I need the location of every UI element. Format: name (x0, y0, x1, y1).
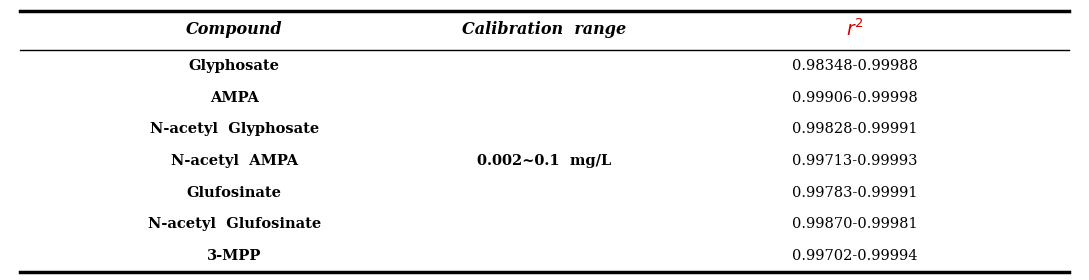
Text: N-acetyl  Glyphosate: N-acetyl Glyphosate (149, 122, 319, 136)
Text: 0.99828-0.99991: 0.99828-0.99991 (792, 122, 918, 136)
Text: AMPA: AMPA (210, 91, 258, 105)
Text: 0.99906-0.99998: 0.99906-0.99998 (792, 91, 918, 105)
Text: 0.99702-0.99994: 0.99702-0.99994 (792, 249, 918, 263)
Text: 0.98348-0.99988: 0.98348-0.99988 (792, 59, 918, 73)
Text: 0.99713-0.99993: 0.99713-0.99993 (792, 154, 918, 168)
Text: 3-MPP: 3-MPP (207, 249, 261, 263)
Text: N-acetyl  AMPA: N-acetyl AMPA (171, 154, 297, 168)
Text: $\mathit{r}^2$: $\mathit{r}^2$ (846, 19, 864, 40)
Text: 0.002~0.1  mg/L: 0.002~0.1 mg/L (477, 154, 612, 168)
Text: 0.99870-0.99981: 0.99870-0.99981 (792, 217, 918, 231)
Text: N-acetyl  Glufosinate: N-acetyl Glufosinate (147, 217, 321, 231)
Text: Compound: Compound (186, 21, 282, 38)
Text: 0.99783-0.99991: 0.99783-0.99991 (792, 186, 918, 200)
Text: Calibration  range: Calibration range (463, 21, 626, 38)
Text: Glyphosate: Glyphosate (188, 59, 280, 73)
Text: Glufosinate: Glufosinate (186, 186, 282, 200)
